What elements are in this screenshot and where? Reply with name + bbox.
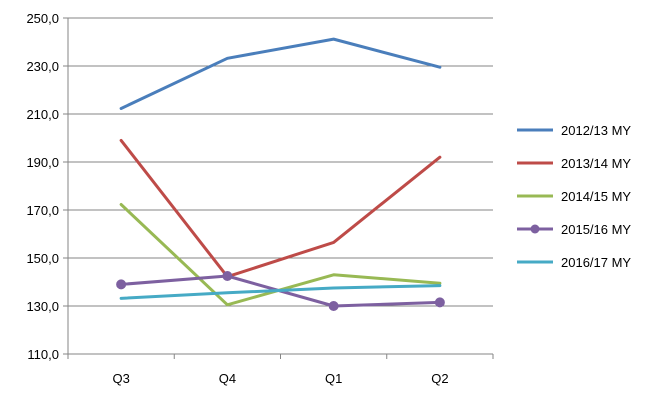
series-line (119, 284, 442, 300)
series-0 (119, 37, 442, 110)
y-tick-label: 190,0 (26, 155, 59, 170)
series-line (119, 37, 442, 110)
x-axis-tick-labels: Q3 Q4 Q1 Q2 (112, 371, 448, 386)
legend: 2012/13 MY 2013/14 MY 2014/15 MY 2015/16 MY… (517, 123, 631, 270)
series-4 (119, 284, 442, 300)
y-tick-label: 250,0 (26, 11, 59, 26)
y-tick-label: 230,0 (26, 59, 59, 74)
y-tick-label: 150,0 (26, 251, 59, 266)
legend-item: 2014/15 MY (517, 189, 631, 204)
y-tick-label: 130,0 (26, 299, 59, 314)
data-point (222, 271, 233, 281)
series-lines (116, 37, 445, 311)
legend-label: 2015/16 MY (561, 222, 631, 237)
gridlines (68, 17, 493, 307)
series-1 (119, 138, 442, 279)
x-tick-label: Q1 (325, 371, 342, 386)
legend-item: 2012/13 MY (517, 123, 631, 138)
legend-item: 2013/14 MY (517, 156, 631, 171)
series-line (119, 138, 442, 279)
legend-label: 2014/15 MY (561, 189, 631, 204)
legend-item: 2015/16 MY (517, 222, 631, 237)
y-axis-tick-labels: 110,0 130,0 150,0 170,0 190,0 210,0 230,0 250,0 (26, 11, 59, 362)
legend-marker (530, 224, 540, 234)
data-point (328, 301, 339, 311)
data-point (116, 279, 127, 290)
x-tick-label: Q4 (219, 371, 236, 386)
legend-label: 2013/14 MY (561, 156, 631, 171)
y-tick-label: 170,0 (26, 203, 59, 218)
x-tick-label: Q2 (431, 371, 448, 386)
x-tick-label: Q3 (112, 371, 129, 386)
y-tick-label: 210,0 (26, 107, 59, 122)
legend-item: 2016/17 MY (517, 255, 631, 270)
data-point (434, 297, 445, 308)
axes (63, 17, 494, 359)
y-tick-label: 110,0 (27, 347, 59, 362)
legend-label: 2016/17 MY (561, 255, 631, 270)
legend-label: 2012/13 MY (561, 123, 631, 138)
